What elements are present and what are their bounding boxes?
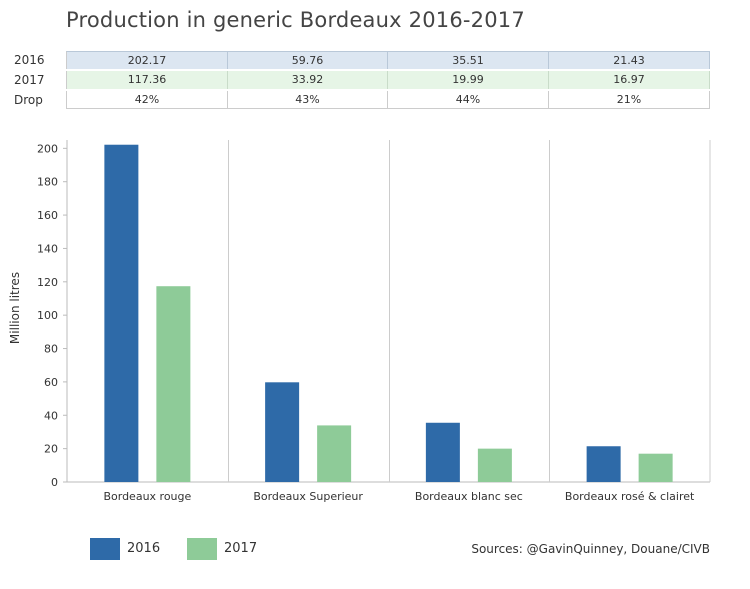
y-tick-label: 60 [44, 376, 58, 389]
legend-swatch-2017 [187, 538, 217, 560]
x-tick-label: Bordeaux rosé & clairet [565, 490, 695, 503]
bar-2017-0 [156, 286, 191, 482]
y-tick-label: 140 [37, 242, 58, 255]
table-row: 2017 117.36 33.92 19.99 16.97 [14, 71, 710, 89]
y-tick-label: 80 [44, 343, 58, 356]
y-tick-label: 180 [37, 176, 58, 189]
table-cell: 21% [549, 91, 710, 109]
table-cell: 35.51 [388, 51, 549, 69]
y-tick-label: 40 [44, 409, 58, 422]
y-axis-title: Million litres [8, 272, 22, 344]
table-row: Drop 42% 43% 44% 21% [14, 91, 710, 109]
legend-label: 2016 [127, 541, 161, 556]
table-cell: 16.97 [549, 71, 710, 89]
table-cell: 44% [388, 91, 549, 109]
table-cell: 43% [228, 91, 388, 109]
table-row-label: Drop [14, 93, 43, 107]
y-tick-label: 160 [37, 209, 58, 222]
y-tick-label: 0 [51, 476, 58, 489]
bar-2017-1 [317, 425, 352, 482]
table-cell: 117.36 [66, 71, 228, 89]
bar-2016-1 [265, 382, 300, 482]
table-row-label: 2016 [14, 53, 45, 67]
bar-2016-0 [104, 144, 139, 483]
table-cell: 19.99 [388, 71, 549, 89]
table-row-label: 2017 [14, 73, 45, 87]
bar-2016-3 [586, 446, 621, 482]
x-tick-label: Bordeaux rouge [103, 490, 191, 503]
y-tick-label: 120 [37, 276, 58, 289]
table-cell: 42% [66, 91, 228, 109]
x-tick-label: Bordeaux Superieur [253, 490, 363, 503]
bar-2017-3 [638, 453, 673, 482]
y-tick-label: 200 [37, 142, 58, 155]
table-row: 2016 202.17 59.76 35.51 21.43 [14, 51, 710, 69]
table-cell: 33.92 [228, 71, 388, 89]
legend-swatch-2016 [90, 538, 120, 560]
table-cell: 21.43 [549, 51, 710, 69]
chart-title: Production in generic Bordeaux 2016-2017 [66, 8, 525, 32]
table-cell: 202.17 [66, 51, 228, 69]
x-tick-label: Bordeaux blanc sec [415, 490, 523, 503]
bar-2016-2 [425, 422, 460, 482]
source-note: Sources: @GavinQuinney, Douane/CIVB [471, 542, 710, 556]
bars-layer [104, 144, 673, 483]
labels-layer: 0 20 40 60 80 100 120 140 160 180 200 Bordeaux roug… [37, 142, 695, 503]
bar-2017-2 [477, 448, 512, 482]
legend-label: 2017 [224, 541, 258, 556]
table-cell: 59.76 [228, 51, 388, 69]
y-tick-label: 100 [37, 309, 58, 322]
y-tick-label: 20 [44, 443, 58, 456]
